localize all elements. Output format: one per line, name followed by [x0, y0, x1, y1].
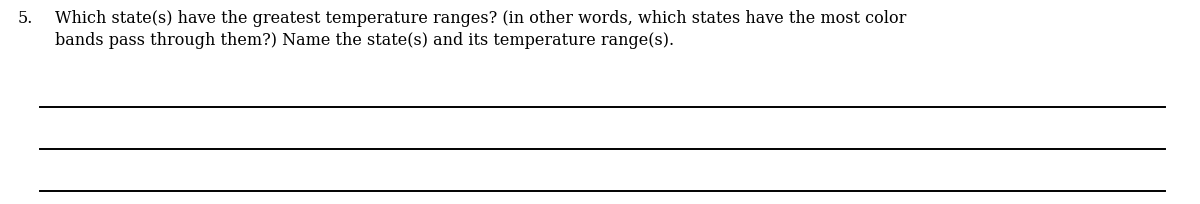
Text: 5.: 5. — [18, 10, 34, 27]
Text: bands pass through them?) Name the state(s) and its temperature range(s).: bands pass through them?) Name the state… — [55, 32, 674, 49]
Text: Which state(s) have the greatest temperature ranges? (in other words, which stat: Which state(s) have the greatest tempera… — [55, 10, 906, 27]
